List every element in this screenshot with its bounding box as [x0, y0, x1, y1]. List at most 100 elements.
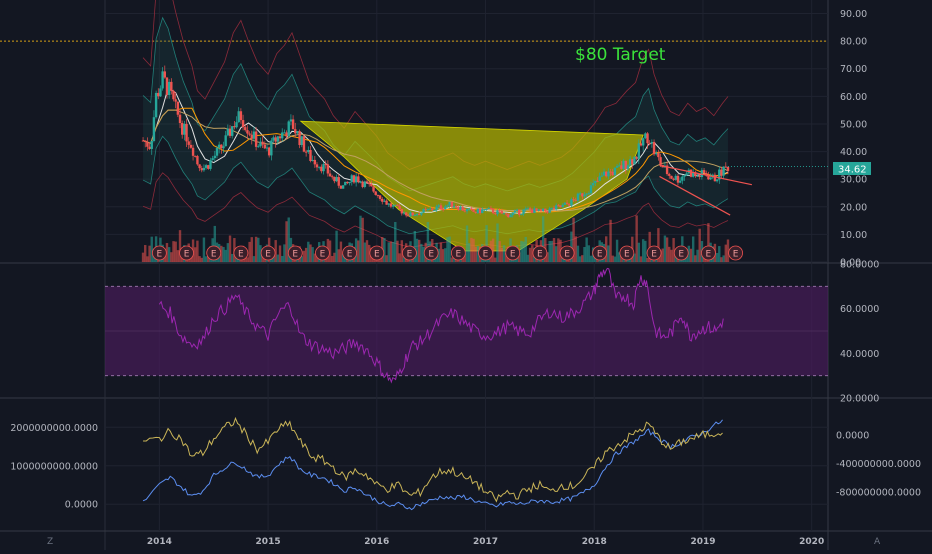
volume-bar [557, 238, 560, 262]
volume-bar [615, 239, 619, 262]
candle-body [624, 160, 627, 169]
volume-bar [363, 242, 367, 262]
volume-bar [420, 243, 423, 262]
candle-body [437, 205, 440, 207]
candle-body [613, 167, 617, 176]
candle-body [304, 151, 308, 153]
volume-bar [418, 239, 421, 262]
candle-body [572, 199, 575, 201]
candle-body [696, 175, 699, 177]
earnings-marker-label: E [374, 250, 380, 260]
candle-body [537, 209, 540, 211]
candle-body [620, 165, 623, 169]
moving-average-mid [142, 107, 729, 213]
candle-body [659, 157, 662, 165]
volume-bar [461, 257, 464, 262]
earnings-marker: E [619, 245, 635, 261]
candle-body [552, 207, 556, 210]
earnings-marker-label: E [510, 250, 516, 260]
earnings-marker-label: E [407, 250, 413, 260]
volume-bar [313, 253, 317, 262]
candle-body [633, 156, 636, 165]
earnings-marker-label: E [733, 250, 739, 260]
volume-bar [554, 246, 558, 262]
candle-body [254, 131, 258, 147]
volume-bar [726, 239, 730, 262]
corner-right-button[interactable]: A [874, 537, 881, 547]
candle-body [313, 159, 317, 165]
candle-body [509, 215, 512, 218]
price-tick-label: 20.00 [840, 202, 867, 213]
candle-body [335, 177, 338, 182]
volume-bar [663, 235, 667, 262]
volume-bar [415, 238, 419, 262]
volume-bar [398, 253, 401, 262]
volume-bar [672, 238, 675, 262]
candle-body [589, 185, 593, 194]
candle-body [298, 131, 301, 146]
volume-bar [465, 225, 469, 262]
candle-body [378, 195, 382, 199]
volume-bar [637, 242, 641, 262]
obv-left-tick-label: 0.0000 [65, 500, 98, 511]
earnings-marker: E [233, 245, 249, 261]
earnings-marker: E [559, 245, 575, 261]
candle-body [348, 181, 351, 184]
candle-body [683, 175, 686, 177]
candle-body [631, 159, 634, 165]
candle-body [709, 177, 712, 180]
candle-body [267, 147, 271, 156]
rsi-tick-label: 80.0000 [840, 260, 879, 271]
candle-body [694, 172, 697, 177]
volume-bar [518, 252, 521, 262]
earnings-marker-circle [728, 245, 743, 261]
volume-bar [387, 242, 390, 262]
candle-body [296, 131, 299, 134]
volume-bar [587, 245, 591, 262]
candle-body [215, 147, 219, 156]
candle-body [713, 174, 717, 182]
volume-bar [502, 245, 506, 262]
earnings-marker-circle [315, 245, 330, 261]
volume-bar [383, 237, 386, 262]
candle-body [635, 156, 638, 159]
candle-body [587, 193, 591, 195]
candle-body [217, 144, 221, 148]
earnings-marker-circle [619, 245, 635, 261]
volume-bar [224, 249, 227, 262]
candle-body [689, 169, 693, 177]
volume-bar [222, 246, 225, 262]
candle-body [354, 176, 358, 183]
volume-bar [274, 240, 277, 262]
volume-bar [578, 256, 582, 262]
x-tick-label: 2020 [799, 537, 824, 547]
candle-body [272, 137, 275, 141]
volume-bar [541, 216, 545, 262]
earnings-marker-circle [369, 245, 385, 261]
candle-body [533, 208, 536, 213]
obv-right-tick-label: -800000000.0000 [836, 488, 921, 499]
volume-bar [470, 237, 473, 262]
candle-body [600, 175, 604, 177]
x-tick-label: 2019 [690, 537, 715, 547]
volume-bar [639, 256, 643, 262]
candle-body [326, 164, 330, 174]
volume-bar [611, 255, 614, 262]
corner-left-button[interactable]: Z [47, 537, 53, 547]
candle-body [370, 184, 373, 187]
volume-bar [633, 253, 636, 262]
candle-body [463, 210, 467, 212]
candle-body [554, 205, 558, 210]
volume-bar [365, 240, 369, 262]
candle-body [441, 209, 445, 211]
earnings-marker-label: E [706, 250, 712, 260]
earnings-marker-label: E [597, 250, 603, 260]
candle-body [450, 201, 454, 207]
volume-bar [150, 236, 153, 262]
candle-body [283, 132, 286, 134]
volume-bar [437, 248, 440, 262]
rsi-panel [105, 267, 828, 384]
candle-body [459, 206, 462, 210]
candle-body [167, 81, 171, 96]
